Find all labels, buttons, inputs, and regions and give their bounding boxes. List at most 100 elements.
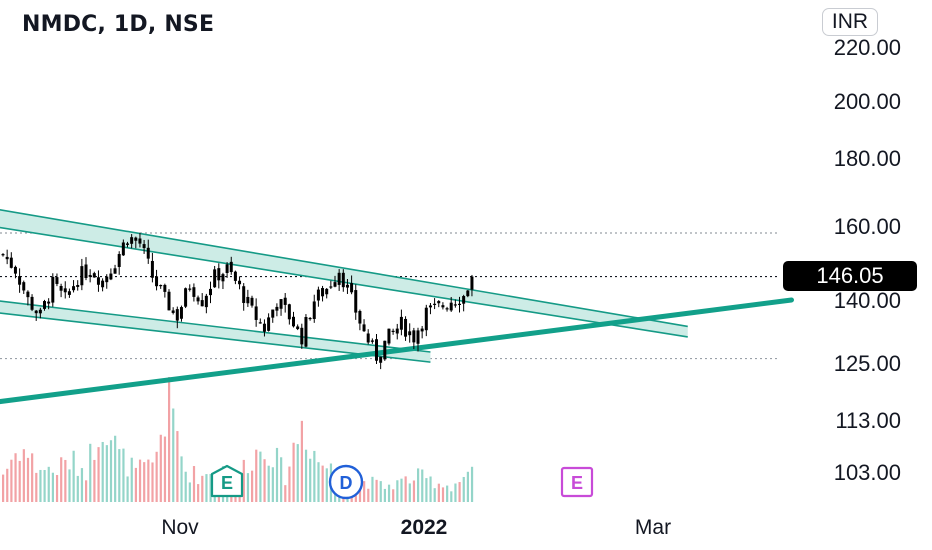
candle-body [437,301,441,304]
axes: 220.00 200.00 180.00 160.00 140.00 125.00 113.… [161,35,901,539]
candle-body [408,331,412,336]
volume-bar [304,449,308,502]
candle-body [279,299,283,309]
volume-bars [2,377,474,502]
volume-bar [151,462,154,502]
candle-body [184,288,188,307]
volume-bar [317,462,320,502]
candle-body [150,260,154,278]
candle-body [321,288,325,297]
volume-bar [292,442,295,502]
candle-body [420,328,424,332]
volume-bar [421,469,424,502]
event-badge-label: E [571,473,583,493]
volume-bar [114,435,117,502]
candle-body [217,268,221,281]
candle-body [121,242,125,256]
candle-body [424,307,428,331]
volume-bar [51,472,54,502]
y-tick-label: 113.00 [835,408,901,433]
volume-bar [18,460,21,502]
volume-bar [14,453,17,502]
volume-bar [64,459,67,502]
volume-bar [280,457,283,502]
candle-body [466,290,470,297]
candle-body [250,297,254,306]
event-badge-future-earnings[interactable]: E [560,466,594,498]
candle-body [387,328,391,344]
candle-body [229,261,233,273]
candle-body [416,330,420,344]
trend-channels[interactable] [0,208,794,405]
x-tick-label: Nov [161,516,199,539]
candle-body [395,328,399,334]
candle-body [391,330,395,333]
candle-body [254,306,258,320]
candle-body [345,284,349,288]
volume-bar [60,457,63,502]
candle-body [449,302,453,311]
candle-body [333,282,337,287]
candle-body [453,304,457,306]
candle-body [225,264,229,274]
volume-bar [425,478,428,502]
y-tick-label: 180.00 [834,146,901,171]
volume-bar [72,450,75,502]
volume-bar [31,453,34,502]
candle-body [159,284,163,287]
candle-body [300,327,304,345]
event-badge-label: E [221,473,233,493]
currency-button[interactable]: INR [822,8,878,36]
candle-body [399,316,403,330]
event-badge-earnings[interactable]: E [210,464,244,498]
volume-bar [255,449,258,502]
candle-body [22,282,26,291]
volume-bar [130,457,133,502]
earnings-icon [560,466,594,498]
volume-bar [470,466,474,502]
volume-bar [437,483,440,502]
candle-body [209,288,212,296]
volume-bar [271,467,274,502]
candle-body [350,283,354,293]
candle-body [283,297,287,305]
candle-body [134,237,138,241]
candle-body [262,323,266,332]
x-tick-label: 2022 [401,516,448,539]
candle-body [13,266,17,274]
volume-bar [417,468,420,502]
volume-bar [89,443,92,502]
volume-bar [383,488,386,502]
candle-body [441,305,445,308]
volume-bar [205,474,208,502]
candle-body [179,307,183,319]
candle-body [213,269,217,288]
volume-bar [180,456,183,502]
candle-body [329,286,333,288]
candle-body [404,318,408,337]
volume-bar [35,472,38,502]
support-trendline [0,297,794,405]
earnings-icon [210,464,244,498]
x-tick-label: Mar [635,516,671,539]
volume-bar [363,481,366,502]
event-badge-dividend[interactable]: D [328,464,364,500]
volume-bar [246,473,250,502]
volume-bar [188,482,191,502]
volume-bar [43,470,46,502]
candle-body [366,333,370,343]
volume-bar [6,468,9,502]
candle-body [445,308,449,310]
volume-bar [159,434,162,502]
candle-body [433,303,437,305]
volume-bar [134,467,137,502]
volume-bar [263,459,266,502]
candle-body [188,288,192,290]
y-tick-label: 140.00 [834,288,901,313]
candle-body [362,324,366,332]
candle-body [80,266,84,286]
volume-bar [446,485,449,502]
volume-bar [441,487,445,502]
